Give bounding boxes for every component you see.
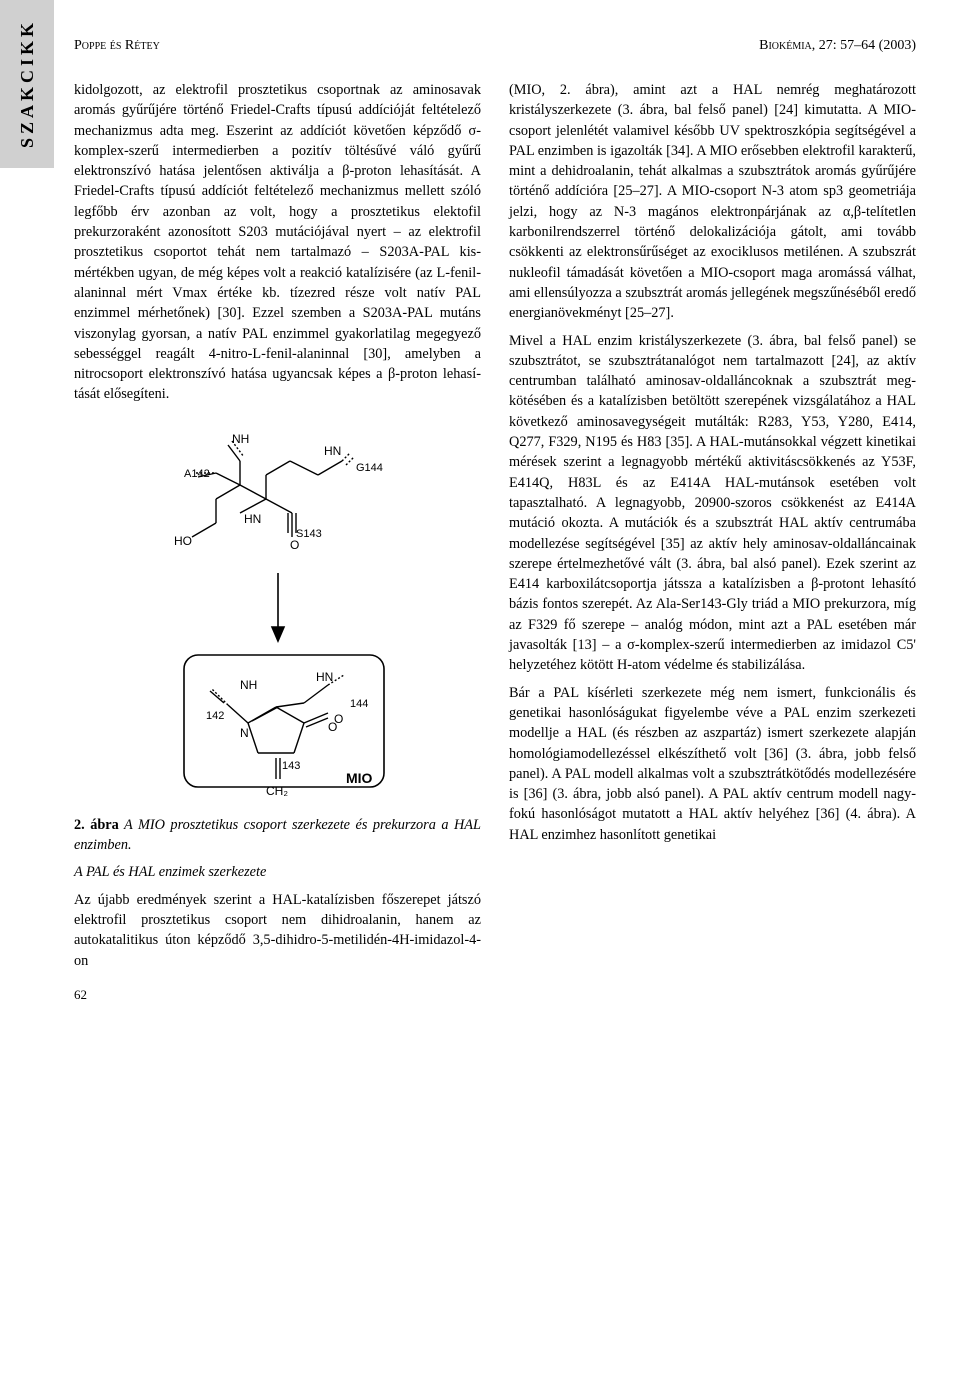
- right-paragraph-3: Bár a PAL kísérleti szerkezete még nem i…: [509, 683, 916, 845]
- header-left: Poppe és Rétey: [74, 38, 160, 54]
- sidebar-tab-label: SZAKCIKK: [17, 19, 38, 148]
- chemical-structure-svg: A142 NH HN G144 HN O HO S143 NH 142 HN 1…: [128, 423, 428, 803]
- sidebar-tab: SZAKCIKK: [0, 0, 54, 168]
- svg-text:O: O: [290, 538, 299, 552]
- svg-text:S143: S143: [296, 528, 322, 540]
- svg-text:G144: G144: [356, 462, 383, 474]
- svg-text:HN: HN: [324, 444, 341, 458]
- svg-text:NH: NH: [240, 678, 257, 692]
- svg-text:143: 143: [282, 760, 300, 772]
- svg-text:A142: A142: [184, 468, 210, 480]
- right-paragraph-2: Mivel a HAL enzim kristályszerkezete (3.…: [509, 331, 916, 676]
- svg-text:NH: NH: [232, 432, 249, 446]
- figure-2-chemical-scheme: A142 NH HN G144 HN O HO S143 NH 142 HN 1…: [74, 423, 481, 803]
- svg-text:CH₂: CH₂: [266, 784, 288, 798]
- figure-2-caption: 2. ábra A MIO prosztetikus csoport szerk…: [74, 815, 481, 856]
- svg-text:HN: HN: [244, 512, 261, 526]
- figure-2-caption-text: A MIO prosztetikus csoport szerkezete és…: [74, 817, 481, 853]
- svg-text:HO: HO: [174, 534, 192, 548]
- svg-text:MIO: MIO: [346, 770, 373, 786]
- svg-text:O: O: [328, 720, 337, 734]
- left-paragraph-1: kidolgozott, az elektrofil prosztetikus …: [74, 80, 481, 405]
- left-paragraph-2: Az újabb eredmények szerint a HAL-katalí…: [74, 890, 481, 971]
- page-number: 62: [74, 987, 87, 1003]
- svg-text:144: 144: [350, 698, 368, 710]
- header-right: Biokémia, 27: 57–64 (2003): [759, 38, 916, 54]
- right-paragraph-1: (MIO, 2. ábra), amint azt a HAL nemrég m…: [509, 80, 916, 324]
- figure-2-caption-number: 2. ábra: [74, 817, 119, 833]
- svg-text:HN: HN: [316, 670, 333, 684]
- left-column: kidolgozott, az elektrofil prosztetikus …: [74, 80, 481, 971]
- two-column-body: kidolgozott, az elektrofil prosztetikus …: [74, 80, 916, 971]
- right-column: (MIO, 2. ábra), amint azt a HAL nemrég m…: [509, 80, 916, 971]
- svg-text:142: 142: [206, 710, 224, 722]
- running-header: Poppe és Rétey Biokémia, 27: 57–64 (2003…: [74, 38, 916, 54]
- svg-text:N: N: [240, 726, 249, 740]
- section-heading-pal-hal: A PAL és HAL enzimek szerkezete: [74, 862, 481, 882]
